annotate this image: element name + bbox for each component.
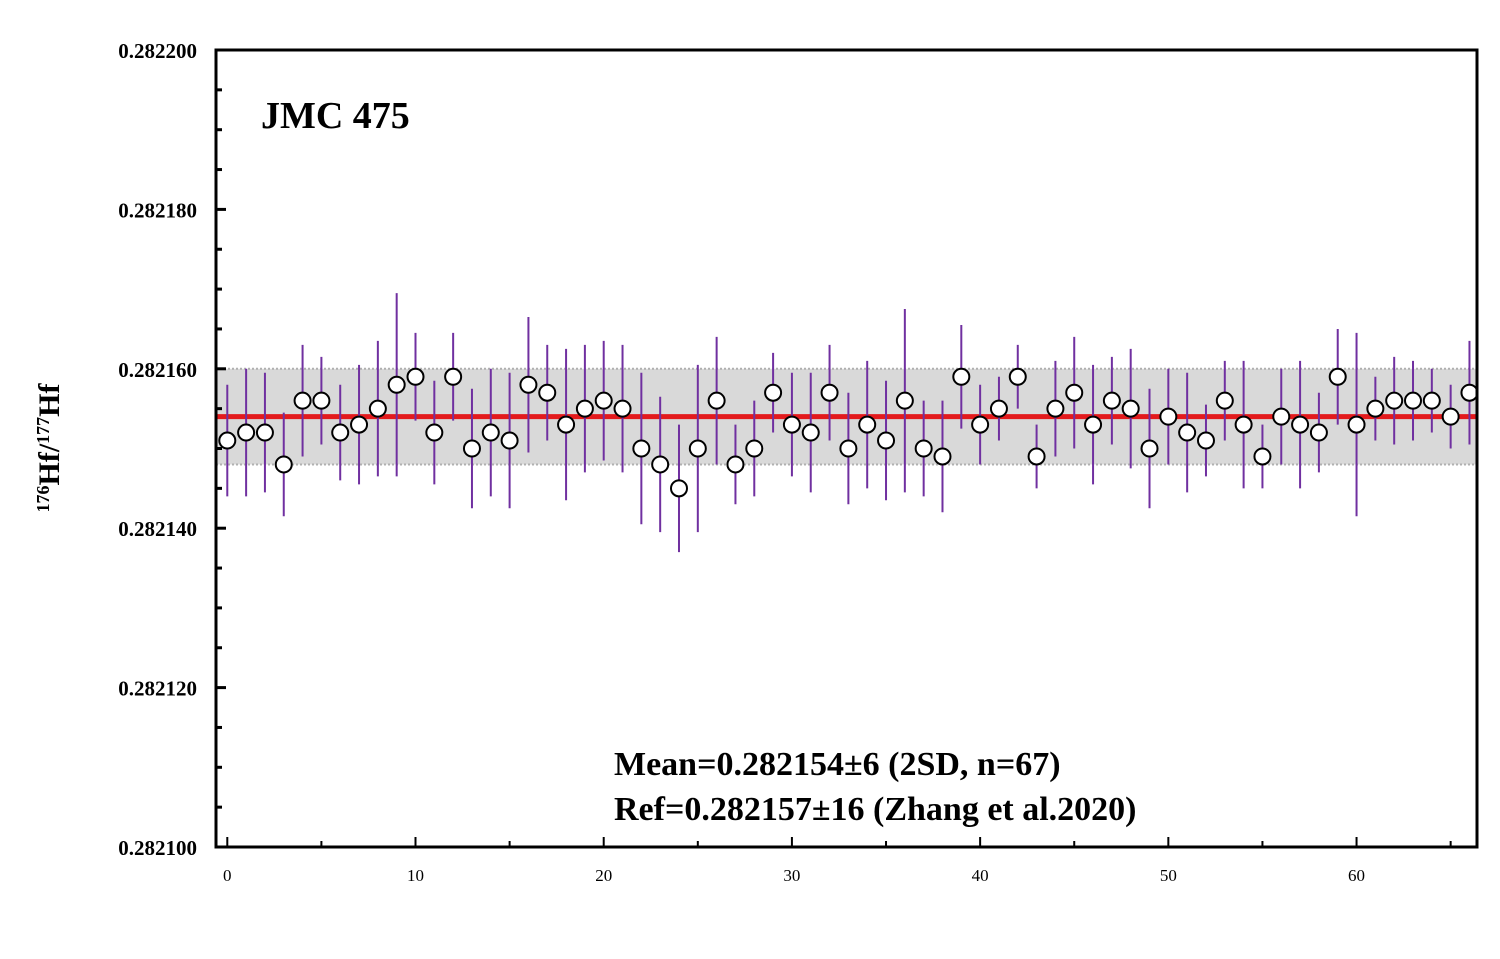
- data-point: [218, 431, 237, 450]
- data-point: [1065, 383, 1084, 402]
- data-point: [726, 455, 745, 474]
- data-point-layer: [218, 367, 1479, 498]
- data-point: [632, 439, 651, 458]
- data-point: [651, 455, 670, 474]
- chart-title: JMC 475: [261, 95, 410, 137]
- y-axis-label-base2: Hf: [33, 382, 66, 416]
- data-point: [481, 423, 500, 442]
- mean-annotation: Mean=0.282154±6 (2SD, n=67): [614, 746, 1061, 783]
- y-tick-label: 0.282200: [118, 39, 197, 63]
- data-point: [858, 415, 877, 434]
- y-axis-label-base1: Hf/: [33, 443, 66, 485]
- y-tick-label: 0.282100: [118, 836, 197, 860]
- data-point: [895, 391, 914, 410]
- y-tick-label: 0.282140: [118, 517, 197, 541]
- data-point: [368, 399, 387, 418]
- data-point: [331, 423, 350, 442]
- data-point: [1215, 391, 1234, 410]
- data-point: [839, 439, 858, 458]
- data-point: [764, 383, 783, 402]
- axes: [214, 48, 1479, 849]
- y-tick-labels: 0.282100 0.282120 0.282140 0.282160 0.282180…: [118, 39, 197, 860]
- data-point: [1460, 383, 1479, 402]
- data-point: [237, 423, 256, 442]
- y-axis-label: 176Hf/177Hf: [33, 382, 66, 512]
- data-point: [1084, 415, 1103, 434]
- data-point: [1366, 399, 1385, 418]
- data-point: [1027, 447, 1046, 466]
- data-point: [820, 383, 839, 402]
- x-tick-label: 10: [407, 866, 424, 885]
- reference-annotation: Ref=0.282157±16 (Zhang et al.2020): [614, 791, 1137, 828]
- data-point: [406, 367, 425, 386]
- data-point: [1121, 399, 1140, 418]
- data-point: [557, 415, 576, 434]
- data-point: [1385, 391, 1404, 410]
- data-point: [914, 439, 933, 458]
- data-point: [1309, 423, 1328, 442]
- data-point: [444, 367, 463, 386]
- data-point: [1404, 391, 1423, 410]
- data-point: [1328, 367, 1347, 386]
- data-point: [688, 439, 707, 458]
- data-point: [538, 383, 557, 402]
- data-point: [1347, 415, 1366, 434]
- data-point: [1102, 391, 1121, 410]
- data-point: [989, 399, 1008, 418]
- data-point: [971, 415, 990, 434]
- x-tick-label: 40: [972, 866, 989, 885]
- data-point: [669, 479, 688, 498]
- data-point: [500, 431, 519, 450]
- data-point: [707, 391, 726, 410]
- data-point: [613, 399, 632, 418]
- data-point: [745, 439, 764, 458]
- data-point: [1291, 415, 1310, 434]
- data-point: [594, 391, 613, 410]
- data-point: [1441, 407, 1460, 426]
- data-point: [1046, 399, 1065, 418]
- data-point: [877, 431, 896, 450]
- y-tick-label: 0.282160: [118, 358, 197, 382]
- x-tick-labels: 0 10 20 30 40 50 60: [223, 866, 1365, 885]
- x-tick-label: 60: [1348, 866, 1365, 885]
- y-axis-label-sup1: 176: [33, 486, 53, 513]
- data-point: [1178, 423, 1197, 442]
- y-tick-label: 0.282120: [118, 677, 197, 701]
- data-point: [1008, 367, 1027, 386]
- data-point: [933, 447, 952, 466]
- data-point: [575, 399, 594, 418]
- x-tick-label: 50: [1160, 866, 1177, 885]
- y-axis-label-sup2: 177: [33, 417, 53, 444]
- x-tick-label: 20: [595, 866, 612, 885]
- y-tick-label: 0.282180: [118, 198, 197, 222]
- data-point: [255, 423, 274, 442]
- data-point: [293, 391, 312, 410]
- data-point: [782, 415, 801, 434]
- data-point: [312, 391, 331, 410]
- data-point: [952, 367, 971, 386]
- data-point: [387, 375, 406, 394]
- data-point: [519, 375, 538, 394]
- data-point: [801, 423, 820, 442]
- data-point: [1159, 407, 1178, 426]
- x-tick-label: 30: [783, 866, 800, 885]
- data-point: [1196, 431, 1215, 450]
- data-point: [274, 455, 293, 474]
- data-point: [1422, 391, 1441, 410]
- data-point: [425, 423, 444, 442]
- data-point: [1253, 447, 1272, 466]
- x-tick-label: 0: [223, 866, 232, 885]
- data-point: [1234, 415, 1253, 434]
- data-point: [1140, 439, 1159, 458]
- data-point: [350, 415, 369, 434]
- data-point: [462, 439, 481, 458]
- data-point: [1272, 407, 1291, 426]
